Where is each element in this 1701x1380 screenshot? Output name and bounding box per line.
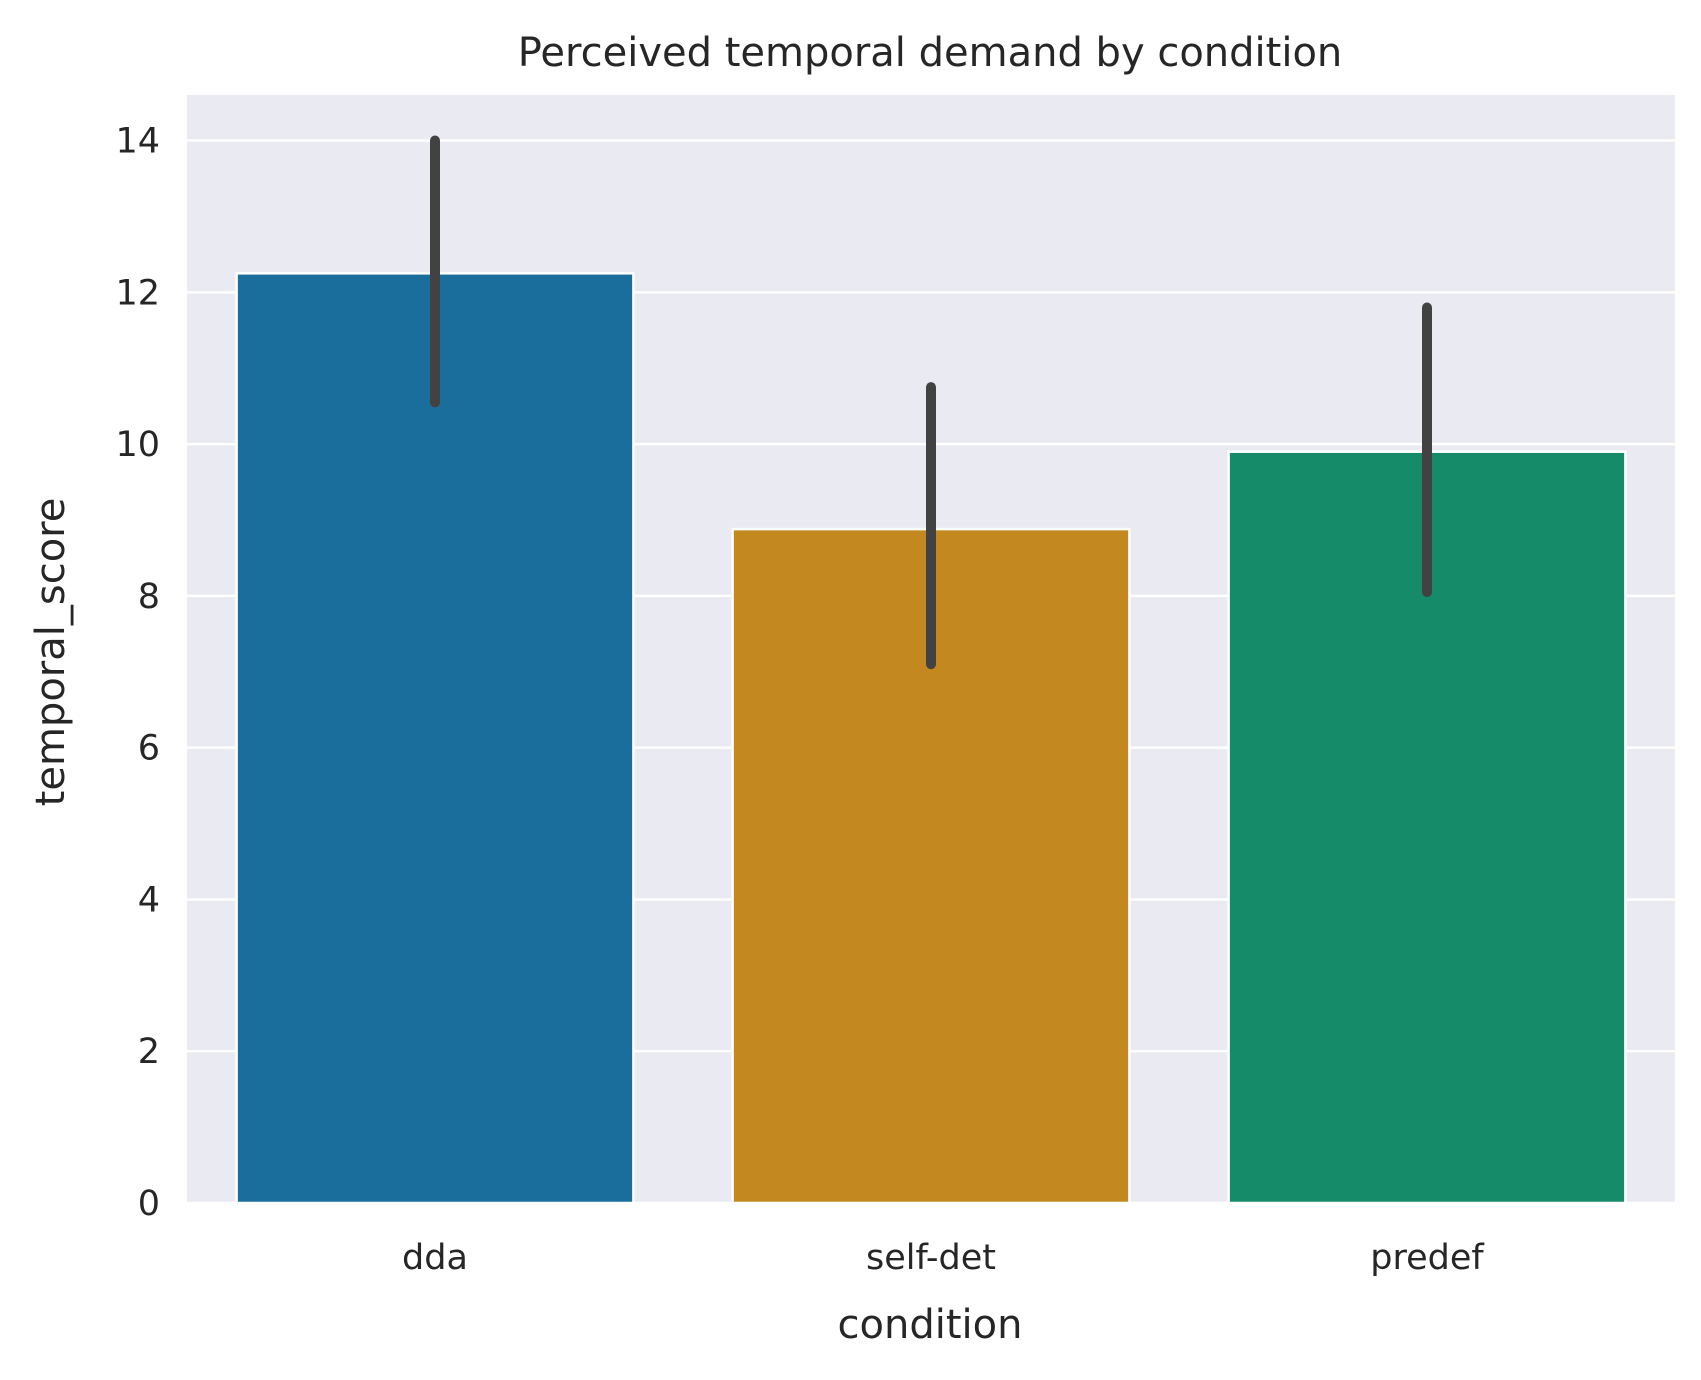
y-axis-label: temporal_score: [28, 498, 74, 807]
y-tick-label: 2: [138, 1032, 160, 1072]
y-tick-label: 14: [115, 122, 160, 162]
y-tick-labels: 0 2 4 6 8 10 12 14: [115, 122, 160, 1224]
y-tick-label: 8: [138, 577, 160, 617]
x-tick-label-self-det: self-det: [866, 1238, 996, 1278]
y-tick-label: 10: [115, 425, 160, 465]
y-tick-label: 4: [138, 880, 160, 920]
x-tick-labels: dda self-det predef: [402, 1238, 1484, 1278]
y-tick-label: 0: [138, 1184, 160, 1224]
y-tick-label: 12: [115, 273, 160, 313]
error-bars: [430, 135, 1432, 670]
x-tick-label-predef: predef: [1370, 1238, 1484, 1278]
y-tick-label: 6: [138, 729, 160, 769]
x-tick-label-dda: dda: [402, 1238, 468, 1278]
chart-title: Perceived temporal demand by condition: [518, 30, 1343, 76]
x-axis-label: condition: [838, 1302, 1023, 1348]
bar-dda: [235, 272, 635, 1205]
